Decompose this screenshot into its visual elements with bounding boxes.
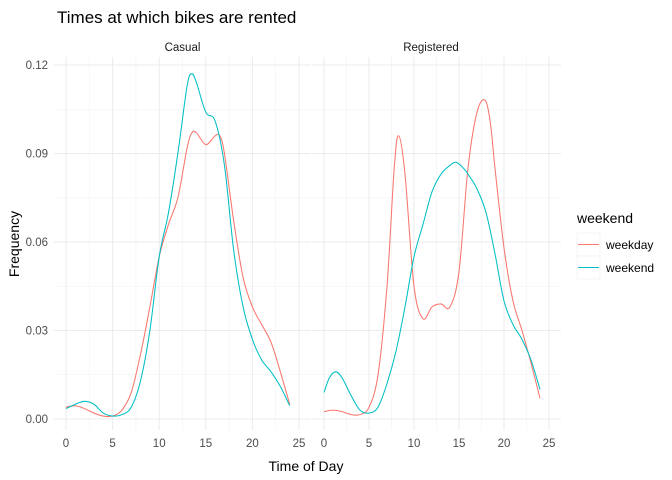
x-ticks-casual: 0 5 10 15 20 25	[63, 438, 306, 450]
y-tick-label: 0.00	[26, 414, 48, 426]
series-line-weekday	[65, 130, 291, 418]
panel-registered: Registered 0 5 10 15 20 25	[312, 42, 561, 450]
grid-registered	[312, 57, 561, 430]
x-tick-label: 5	[366, 438, 372, 450]
legend-label-weekend: weekend	[605, 261, 654, 275]
x-tick-label: 20	[498, 438, 511, 450]
y-axis-title: Frequency	[6, 211, 22, 277]
x-tick-label: 0	[63, 438, 69, 450]
strip-label-casual: Casual	[165, 42, 201, 54]
x-tick-label: 0	[321, 438, 327, 450]
x-tick-label: 25	[543, 438, 556, 450]
y-tick-label: 0.12	[26, 60, 48, 72]
x-tick-label: 10	[153, 438, 166, 450]
grid-casual	[54, 57, 311, 430]
strip-label-registered: Registered	[403, 42, 459, 54]
curves-casual	[65, 73, 291, 418]
x-tick-label: 15	[199, 438, 212, 450]
y-axis-ticks: 0.00 0.03 0.06 0.09 0.12	[26, 60, 48, 426]
y-tick-label: 0.09	[26, 149, 48, 161]
legend-label-weekday: weekday	[605, 238, 653, 252]
panel-casual: Casual 0 5 10 15 20 25	[54, 42, 311, 450]
y-tick-label: 0.03	[26, 326, 48, 338]
x-tick-label: 15	[453, 438, 466, 450]
x-tick-label: 10	[408, 438, 421, 450]
x-axis-title: Time of Day	[269, 458, 344, 474]
y-tick-label: 0.06	[26, 237, 48, 249]
chart-title: Times at which bikes are rented	[57, 8, 296, 27]
x-ticks-registered: 0 5 10 15 20 25	[321, 438, 556, 450]
x-tick-label: 25	[293, 438, 306, 450]
series-line-weekend	[323, 161, 541, 414]
legend-keys: weekday weekend	[576, 232, 654, 280]
x-tick-label: 20	[246, 438, 259, 450]
series-line-weekend	[65, 73, 291, 417]
legend-title: weekend	[576, 210, 633, 226]
legend: weekend weekday weekend	[576, 210, 654, 280]
x-tick-label: 5	[109, 438, 115, 450]
curves-registered	[323, 99, 541, 416]
series-line-weekday	[323, 99, 541, 416]
